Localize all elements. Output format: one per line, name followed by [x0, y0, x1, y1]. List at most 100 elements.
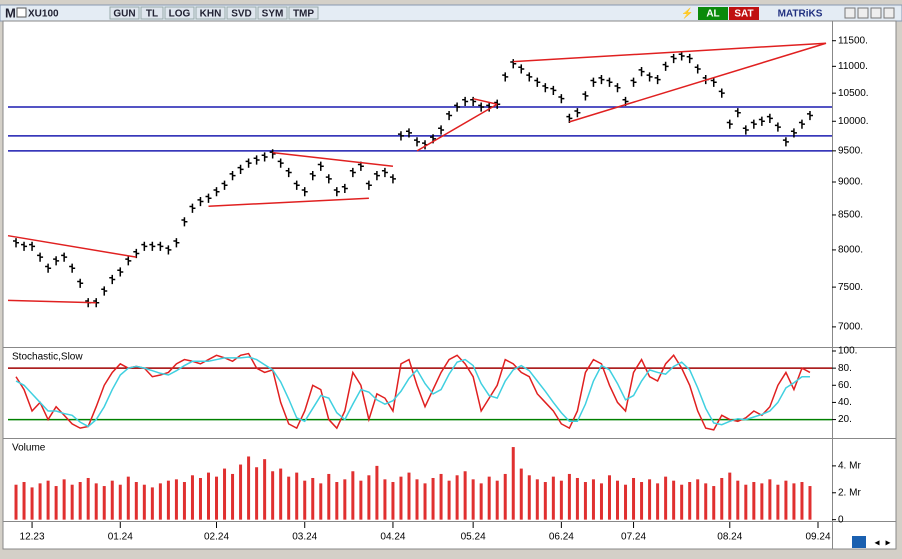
volume-bar [407, 472, 411, 520]
y-tick-label: 8500. [838, 210, 863, 221]
price-bar [109, 274, 116, 285]
trend-line [472, 97, 498, 105]
volume-bar [704, 483, 708, 520]
volume-bar [231, 473, 235, 520]
volume-bar [463, 471, 467, 520]
price-bar [197, 196, 204, 207]
price-bar [141, 241, 148, 251]
x-tick-label: 06.24 [549, 532, 574, 543]
volume-bar [367, 475, 371, 520]
max-button[interactable] [857, 7, 869, 19]
volume-bar [102, 486, 106, 520]
toolbar-button-label[interactable]: KHN [200, 9, 222, 20]
x-tick-label: 07.24 [621, 532, 646, 543]
volume-bar [760, 483, 764, 520]
sell-button[interactable] [729, 7, 759, 20]
price-bar [101, 286, 108, 296]
volume-bar [712, 486, 716, 520]
volume-bar [559, 480, 563, 520]
scroll-right[interactable]: ▸ [885, 538, 890, 549]
chart-area [2, 20, 897, 550]
volume-bar [166, 480, 170, 520]
buy-button[interactable] [698, 7, 728, 20]
toolbar-button-label[interactable]: TL [146, 9, 158, 20]
sell-label[interactable]: SAT [734, 9, 753, 20]
brand: MATRiKS [778, 9, 823, 20]
toolbar-button[interactable] [257, 6, 288, 20]
volume-bar [543, 482, 547, 520]
toolbar-button[interactable] [195, 6, 226, 20]
close-button[interactable] [883, 7, 895, 19]
price-bar [325, 174, 332, 184]
toolbar-button-label[interactable]: TMP [293, 9, 314, 20]
x-tick-label: 08.24 [717, 532, 742, 543]
volume-bar [616, 480, 620, 520]
volume-bar [311, 477, 315, 520]
volume-bar [118, 484, 122, 520]
price-bar [157, 241, 164, 251]
price-bar [726, 119, 733, 129]
price-bar [125, 256, 132, 266]
buy-label[interactable]: AL [706, 9, 719, 20]
y-tick-label: 7500. [838, 282, 863, 293]
volume-bar [752, 482, 756, 520]
volume-bar [784, 480, 788, 520]
price-bar [333, 187, 340, 197]
toolbar-button-label[interactable]: LOG [169, 9, 191, 20]
volume-bar [335, 482, 339, 520]
volume-bar [487, 476, 491, 520]
volume-bar [640, 482, 644, 520]
price-bar [678, 51, 685, 61]
toolbar-button[interactable] [226, 6, 257, 20]
trend-line [7, 234, 137, 258]
volume-bar [527, 475, 531, 520]
y-tick-label: 11000. [838, 61, 868, 72]
restore-button[interactable] [870, 7, 882, 19]
price-bar [742, 125, 749, 135]
scroll-left[interactable]: ◂ [874, 538, 879, 549]
price-bar [494, 99, 501, 109]
refresh-button[interactable] [852, 536, 866, 548]
price-bar [261, 152, 268, 162]
toolbar-button[interactable] [140, 6, 164, 20]
price-bar [53, 256, 60, 266]
toolbar-button[interactable] [109, 6, 140, 20]
toolbar-button[interactable] [164, 6, 195, 20]
trend-line [416, 103, 498, 152]
volume-bar [383, 479, 387, 520]
x-tick-label: 04.24 [380, 532, 405, 543]
toolbar-button-label[interactable]: SVD [231, 9, 252, 20]
y-tick-label: 40. [838, 397, 852, 408]
volume-bar [190, 475, 194, 520]
toolbar-button-label[interactable]: SYM [262, 9, 284, 20]
volume-bar [447, 480, 451, 520]
price-bar [550, 85, 557, 96]
volume-bar [255, 467, 259, 520]
price-bar [373, 171, 380, 181]
price-bar [205, 193, 212, 203]
flash-icon: ⚡ [681, 7, 693, 20]
volume-bar [343, 479, 347, 520]
toolbar-button[interactable] [288, 6, 319, 20]
volume-bar [607, 475, 611, 520]
symbol: XU100 [28, 9, 59, 20]
close-box[interactable] [16, 7, 27, 18]
price-bar [710, 77, 717, 87]
price-bar [277, 158, 284, 168]
trend-line [272, 151, 394, 167]
volume-bar [599, 483, 603, 520]
volume-bar [327, 473, 331, 520]
price-bar [285, 167, 292, 178]
volume-bar [624, 484, 628, 520]
volume-bar [70, 484, 74, 520]
price-bar [29, 241, 36, 251]
volume-bar [287, 476, 291, 520]
volume-bar [736, 480, 740, 520]
min-button[interactable] [844, 7, 856, 19]
price-bar [117, 267, 124, 277]
volume-bar [455, 475, 459, 520]
toolbar-button-label[interactable]: GUN [113, 9, 135, 20]
volume-bar [423, 483, 427, 520]
volume-bar [319, 483, 323, 520]
